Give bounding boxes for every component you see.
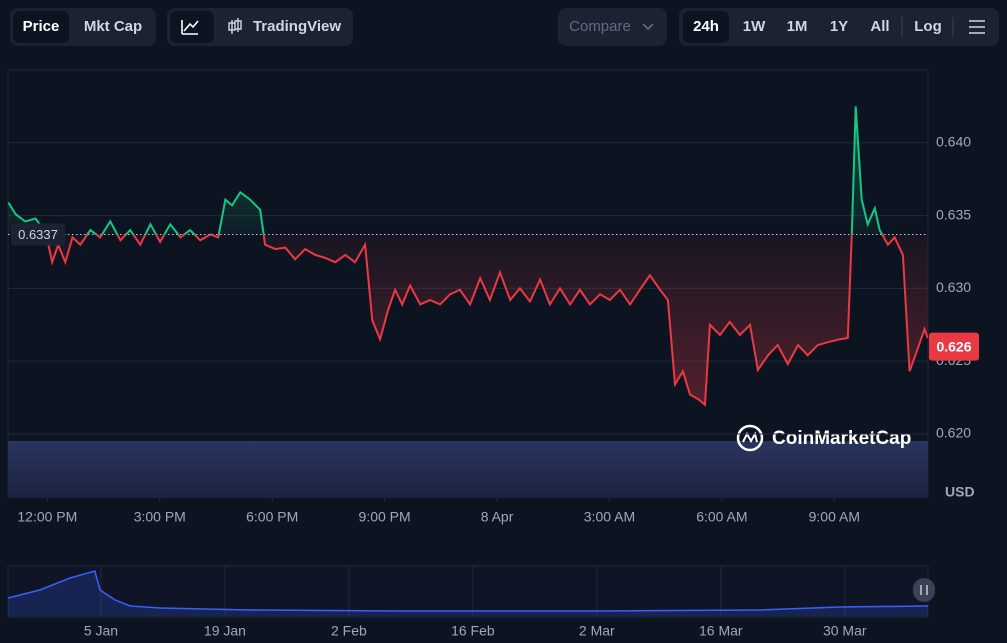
navigator-tick-label: 16 Mar — [699, 623, 743, 639]
y-tick-label: 0.630 — [936, 279, 971, 295]
line-icon — [181, 20, 199, 35]
navigator-line — [7, 570, 929, 612]
tradingview-button[interactable]: TradingView — [253, 18, 341, 35]
navigator-tick-label: 19 Jan — [204, 623, 246, 639]
range-1y[interactable]: 1Y — [830, 18, 848, 35]
navigator-handle[interactable] — [913, 578, 935, 602]
range-1w[interactable]: 1W — [743, 18, 766, 35]
navigator-tick-label: 5 Jan — [84, 623, 118, 639]
candle-icon — [228, 18, 242, 34]
range-all[interactable]: All — [870, 18, 889, 35]
navigator-tick-label: 2 Feb — [331, 623, 367, 639]
x-tick-label: 9:00 AM — [809, 509, 860, 525]
last-price-label: 0.626 — [936, 338, 971, 354]
x-tick-label: 6:00 PM — [246, 509, 298, 525]
watermark: CoinMarketCap — [736, 424, 911, 452]
compare-label: Compare — [569, 18, 631, 35]
tab-mktcap[interactable]: Mkt Cap — [84, 18, 142, 35]
log-toggle[interactable]: Log — [914, 18, 942, 35]
navigator-tick-label: 16 Feb — [451, 623, 495, 639]
x-tick-label: 3:00 PM — [134, 509, 186, 525]
currency-label: USD — [945, 484, 975, 500]
y-tick-label: 0.635 — [936, 206, 971, 222]
selected-tab — [13, 11, 69, 43]
x-tick-label: 8 Apr — [481, 509, 514, 525]
y-tick-label: 0.640 — [936, 133, 971, 149]
handle-grip — [920, 585, 928, 595]
range-24h[interactable]: 24h — [693, 18, 719, 35]
range-1m[interactable]: 1M — [787, 18, 808, 35]
y-tick-label: 0.620 — [936, 425, 971, 441]
navigator-tick-label: 30 Mar — [823, 623, 867, 639]
compare-button[interactable] — [558, 8, 667, 46]
selected-range — [683, 11, 729, 43]
x-tick-label: 9:00 PM — [359, 509, 411, 525]
x-tick-label: 6:00 AM — [696, 509, 747, 525]
price-line — [7, 106, 929, 407]
tab-price[interactable]: Price — [23, 18, 60, 35]
price-area — [8, 106, 928, 405]
x-tick-label: 12:00 PM — [17, 509, 77, 525]
watermark-text: CoinMarketCap — [772, 428, 911, 449]
navigator-area — [8, 571, 928, 616]
chevron — [642, 23, 654, 31]
baseline-label-box — [11, 223, 65, 246]
x-tick-label: 3:00 AM — [584, 509, 635, 525]
range-toggle — [679, 8, 999, 46]
last-price-box — [929, 332, 979, 361]
navigator-tick-label: 2 Mar — [579, 623, 615, 639]
volume-area — [8, 441, 928, 498]
settings-icon[interactable] — [969, 20, 985, 34]
baseline-label: 0.6337 — [18, 227, 58, 242]
